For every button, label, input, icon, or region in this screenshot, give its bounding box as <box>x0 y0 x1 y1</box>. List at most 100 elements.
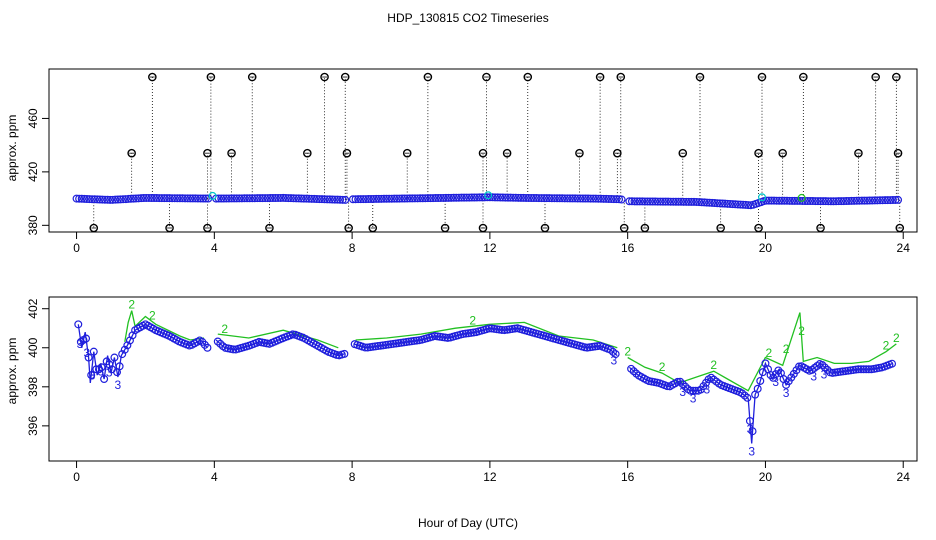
series-3-marker <box>862 365 871 374</box>
baseline-marker <box>731 200 740 209</box>
series-3-marker <box>745 416 754 425</box>
baseline-marker <box>689 197 698 206</box>
outlier-marker <box>320 72 329 82</box>
y-tick-label: 402 <box>26 298 40 318</box>
baseline-marker <box>204 194 213 203</box>
series-3-point-label: 3 <box>679 385 686 399</box>
panel-bottom-ylabel: approx. ppm <box>5 338 19 405</box>
x-tick-label: 20 <box>759 470 773 484</box>
baseline-marker <box>421 194 430 203</box>
baseline-marker <box>320 195 329 204</box>
series-3-point-label: 3 <box>84 346 91 360</box>
outlier-marker <box>778 148 787 158</box>
baseline-marker <box>472 193 481 202</box>
baseline-marker <box>449 193 458 202</box>
baseline-marker <box>191 194 200 203</box>
baseline-marker <box>811 197 820 206</box>
series-3-point-label: 3 <box>115 378 122 392</box>
baseline-marker <box>454 193 463 202</box>
baseline-marker <box>72 194 81 203</box>
baseline-marker <box>775 196 784 205</box>
baseline-marker <box>826 197 835 206</box>
baseline-marker <box>682 197 691 206</box>
baseline-marker <box>627 197 636 206</box>
baseline-marker <box>625 197 634 206</box>
series-3-marker <box>606 345 615 354</box>
x-tick-label: 8 <box>349 241 356 255</box>
baseline-marker <box>842 197 851 206</box>
x-tick-label: 4 <box>211 241 218 255</box>
x-tick-label: 16 <box>621 470 635 484</box>
baseline-marker <box>219 194 228 203</box>
baseline-marker <box>847 196 856 205</box>
baseline-marker <box>537 194 546 203</box>
panel-top-frame <box>48 68 918 233</box>
baseline-marker <box>602 194 611 203</box>
series-3-point-label: 3 <box>772 375 779 389</box>
baseline-marker <box>98 195 107 204</box>
baseline-marker <box>589 194 598 203</box>
baseline-marker <box>612 195 621 204</box>
x-tick-label: 16 <box>621 241 635 255</box>
baseline-marker <box>436 193 445 202</box>
baseline-marker <box>581 194 590 203</box>
baseline-marker <box>633 197 642 206</box>
series-3-marker <box>857 365 866 374</box>
accent-marker <box>208 191 217 200</box>
baseline-marker <box>702 198 711 207</box>
series-2-line <box>124 310 205 343</box>
baseline-marker <box>372 194 381 203</box>
baseline-marker <box>462 193 471 202</box>
baseline-marker <box>139 194 148 203</box>
panel-bottom-frame <box>48 296 918 462</box>
baseline-marker <box>286 194 295 203</box>
baseline-marker <box>178 194 187 203</box>
baseline-marker <box>891 195 900 204</box>
series-2-point-label: 2 <box>624 345 631 359</box>
baseline-marker <box>199 194 208 203</box>
series-3-marker <box>611 350 620 359</box>
baseline-marker <box>723 199 732 208</box>
baseline-marker <box>284 194 293 203</box>
baseline-marker <box>739 200 748 209</box>
baseline-marker <box>224 194 233 203</box>
baseline-marker <box>307 194 316 203</box>
baseline-marker <box>377 194 386 203</box>
y-tick-label: 380 <box>26 215 40 235</box>
series-3-marker <box>120 345 129 354</box>
baseline-marker <box>506 193 515 202</box>
series-3-marker <box>485 324 494 333</box>
baseline-marker <box>785 196 794 205</box>
series-3-point-label: 3 <box>97 364 104 378</box>
series-3-marker <box>627 364 636 373</box>
outlier-marker <box>523 72 533 82</box>
baseline-marker <box>542 194 551 203</box>
series-2-point-label: 2 <box>128 298 135 312</box>
series-3-marker <box>748 427 757 436</box>
baseline-marker <box>503 193 512 202</box>
y-tick-label: 396 <box>26 416 40 436</box>
baseline-marker <box>315 195 324 204</box>
baseline-marker <box>418 194 427 203</box>
series-3-marker <box>497 325 506 334</box>
x-tick-label: 24 <box>897 241 911 255</box>
series-2-point-label: 2 <box>798 324 805 338</box>
baseline-marker <box>726 199 735 208</box>
baseline-marker <box>410 194 419 203</box>
baseline-marker <box>248 194 257 203</box>
series-2-point-label: 2 <box>893 331 900 345</box>
baseline-marker <box>584 194 593 203</box>
accent-marker <box>757 193 766 202</box>
baseline-marker <box>886 196 895 205</box>
baseline-marker <box>274 193 283 202</box>
baseline-marker <box>400 194 409 203</box>
series-3-marker <box>82 334 91 343</box>
baseline-marker <box>534 194 543 203</box>
baseline-marker <box>317 195 326 204</box>
baseline-marker <box>392 194 401 203</box>
baseline-marker <box>697 198 706 207</box>
baseline-marker <box>591 194 600 203</box>
panel-top-axes: 0 4 8 12 16 20 24 380 420 460 <box>26 108 910 255</box>
series-3-marker <box>74 320 83 329</box>
